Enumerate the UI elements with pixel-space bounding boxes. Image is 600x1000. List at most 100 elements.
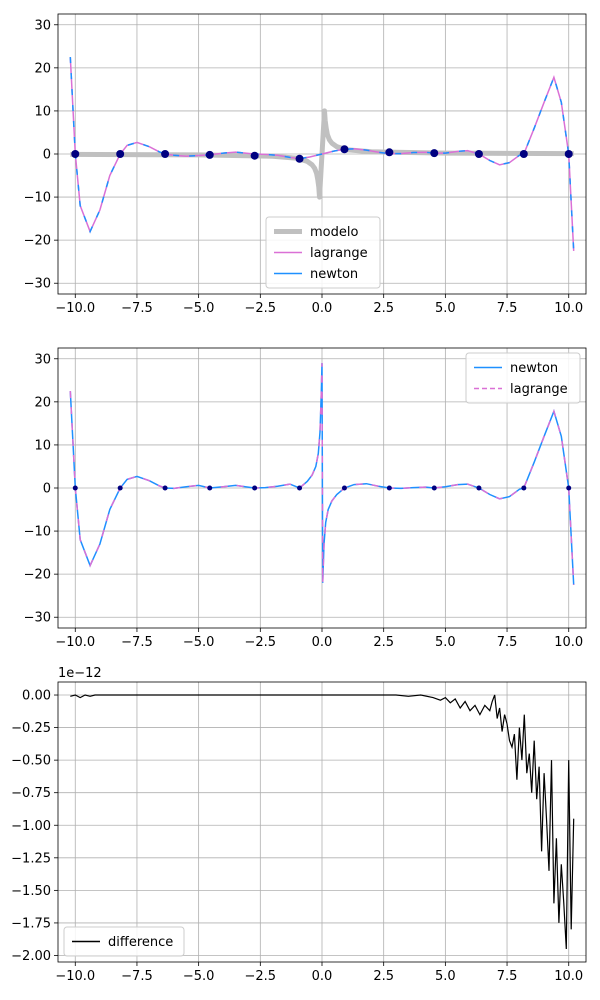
node-point — [116, 150, 125, 158]
y-tick-label: 20 — [34, 61, 51, 76]
series-lagrange-line — [69, 363, 575, 585]
y-tick-label: −1.50 — [11, 884, 51, 899]
plot-area — [70, 694, 575, 950]
axes-frame — [57, 681, 587, 963]
x-tick-label: −7.5 — [121, 301, 153, 316]
plot-area — [69, 57, 575, 251]
series-difference-line — [70, 694, 575, 950]
node-point — [519, 150, 528, 158]
y-tick-label: 10 — [34, 438, 51, 453]
y-tick-label: −0.75 — [11, 786, 51, 801]
legend-label-difference: difference — [108, 935, 173, 950]
x-tick-label: 5.0 — [435, 301, 456, 316]
x-tick-label: 7.5 — [497, 301, 518, 316]
node-point — [205, 150, 214, 159]
y-tick-label: −1.75 — [11, 916, 51, 931]
top-chart-panel: −10.0 −7.5 −5.0 −2.5 0.0 2.5 5.0 7.5 10.0 −30 −20 −… — [24, 13, 587, 316]
node-point — [250, 151, 259, 160]
plot-area — [69, 363, 575, 585]
x-tick-label: 2.5 — [373, 969, 394, 984]
y-tick-label: −20 — [24, 568, 51, 583]
node-point — [161, 150, 170, 158]
legend: newton lagrange — [465, 352, 581, 404]
node-point — [430, 149, 439, 158]
y-tick-label: 0 — [43, 482, 51, 497]
y-tick-label: 20 — [34, 395, 51, 410]
node-point — [341, 485, 347, 491]
legend: modelo lagrange newton — [265, 216, 381, 289]
x-tick-label: −2.5 — [245, 635, 277, 650]
x-tick-label: −10.0 — [55, 635, 95, 650]
x-tick-label: −7.5 — [121, 635, 153, 650]
y-tick-label: 10 — [34, 104, 51, 119]
axes-frame — [57, 13, 587, 295]
y-tick-label: −1.00 — [11, 819, 51, 834]
x-tick-label: 7.5 — [497, 969, 518, 984]
node-point — [252, 485, 258, 491]
legend-label-modelo: modelo — [310, 225, 358, 240]
legend-label-lagrange: lagrange — [510, 382, 568, 397]
middle-chart-panel: −10.0 −7.5 −5.0 −2.5 0.0 2.5 5.0 7.5 10.0 −30 −20 −… — [24, 347, 587, 650]
y-tick-label: −20 — [24, 234, 51, 249]
node-point — [71, 150, 80, 158]
x-tick-label: −7.5 — [121, 969, 153, 984]
y-tick-label: −10 — [24, 191, 51, 206]
series-newton-line — [69, 57, 575, 251]
node-point — [521, 485, 527, 491]
node-point — [564, 150, 573, 158]
node-point — [431, 485, 437, 491]
x-tick-label: −5.0 — [183, 969, 215, 984]
y-tick-label: −30 — [24, 611, 51, 626]
node-point — [476, 485, 482, 491]
node-point — [72, 485, 78, 491]
x-tick-label: −2.5 — [245, 969, 277, 984]
legend-label-lagrange: lagrange — [310, 246, 368, 261]
legend-label-newton: newton — [310, 267, 358, 282]
node-point — [297, 485, 303, 491]
y-tick-label: −0.50 — [11, 754, 51, 769]
legend-box — [265, 216, 381, 289]
x-tick-label: 5.0 — [435, 969, 456, 984]
y-tick-label: −0.25 — [11, 721, 51, 736]
x-tick-label: 10.0 — [554, 635, 583, 650]
x-tick-label: 0.0 — [312, 635, 333, 650]
node-point — [162, 485, 168, 491]
x-tick-label: 2.5 — [373, 635, 394, 650]
y-tick-label: 0.00 — [22, 689, 51, 704]
node-point — [386, 485, 392, 491]
x-tick-label: −10.0 — [55, 969, 95, 984]
node-point — [207, 485, 213, 491]
y-tick-label: 30 — [34, 352, 51, 367]
legend: difference — [63, 926, 185, 957]
x-tick-label: 0.0 — [312, 301, 333, 316]
x-tick-label: 5.0 — [435, 635, 456, 650]
x-tick-label: 2.5 — [373, 301, 394, 316]
legend-box — [465, 352, 581, 404]
y-tick-label: −10 — [24, 525, 51, 540]
node-point — [566, 485, 572, 491]
x-tick-label: −2.5 — [245, 301, 277, 316]
node-point — [474, 150, 483, 158]
y-offset-text: 1e−12 — [58, 666, 102, 681]
legend-label-newton: newton — [510, 361, 558, 376]
node-point — [117, 485, 123, 491]
x-tick-label: 0.0 — [312, 969, 333, 984]
x-tick-label: −5.0 — [183, 635, 215, 650]
x-tick-label: −10.0 — [55, 301, 95, 316]
y-tick-label: −1.25 — [11, 851, 51, 866]
y-tick-label: −30 — [24, 277, 51, 292]
x-tick-label: 10.0 — [554, 301, 583, 316]
x-tick-label: 10.0 — [554, 969, 583, 984]
x-tick-label: −5.0 — [183, 301, 215, 316]
y-tick-label: −2.00 — [11, 949, 51, 964]
node-point — [295, 154, 304, 163]
y-tick-label: 0 — [43, 148, 51, 163]
x-tick-label: 7.5 — [497, 635, 518, 650]
node-point — [340, 145, 349, 154]
bottom-chart-panel: −10.0 −7.5 −5.0 −2.5 0.0 2.5 5.0 7.5 10.0 0.00 −0.… — [11, 666, 587, 984]
node-point — [385, 148, 394, 157]
legend-box — [63, 926, 185, 957]
y-tick-label: 30 — [34, 18, 51, 33]
axes-frame — [57, 347, 587, 629]
